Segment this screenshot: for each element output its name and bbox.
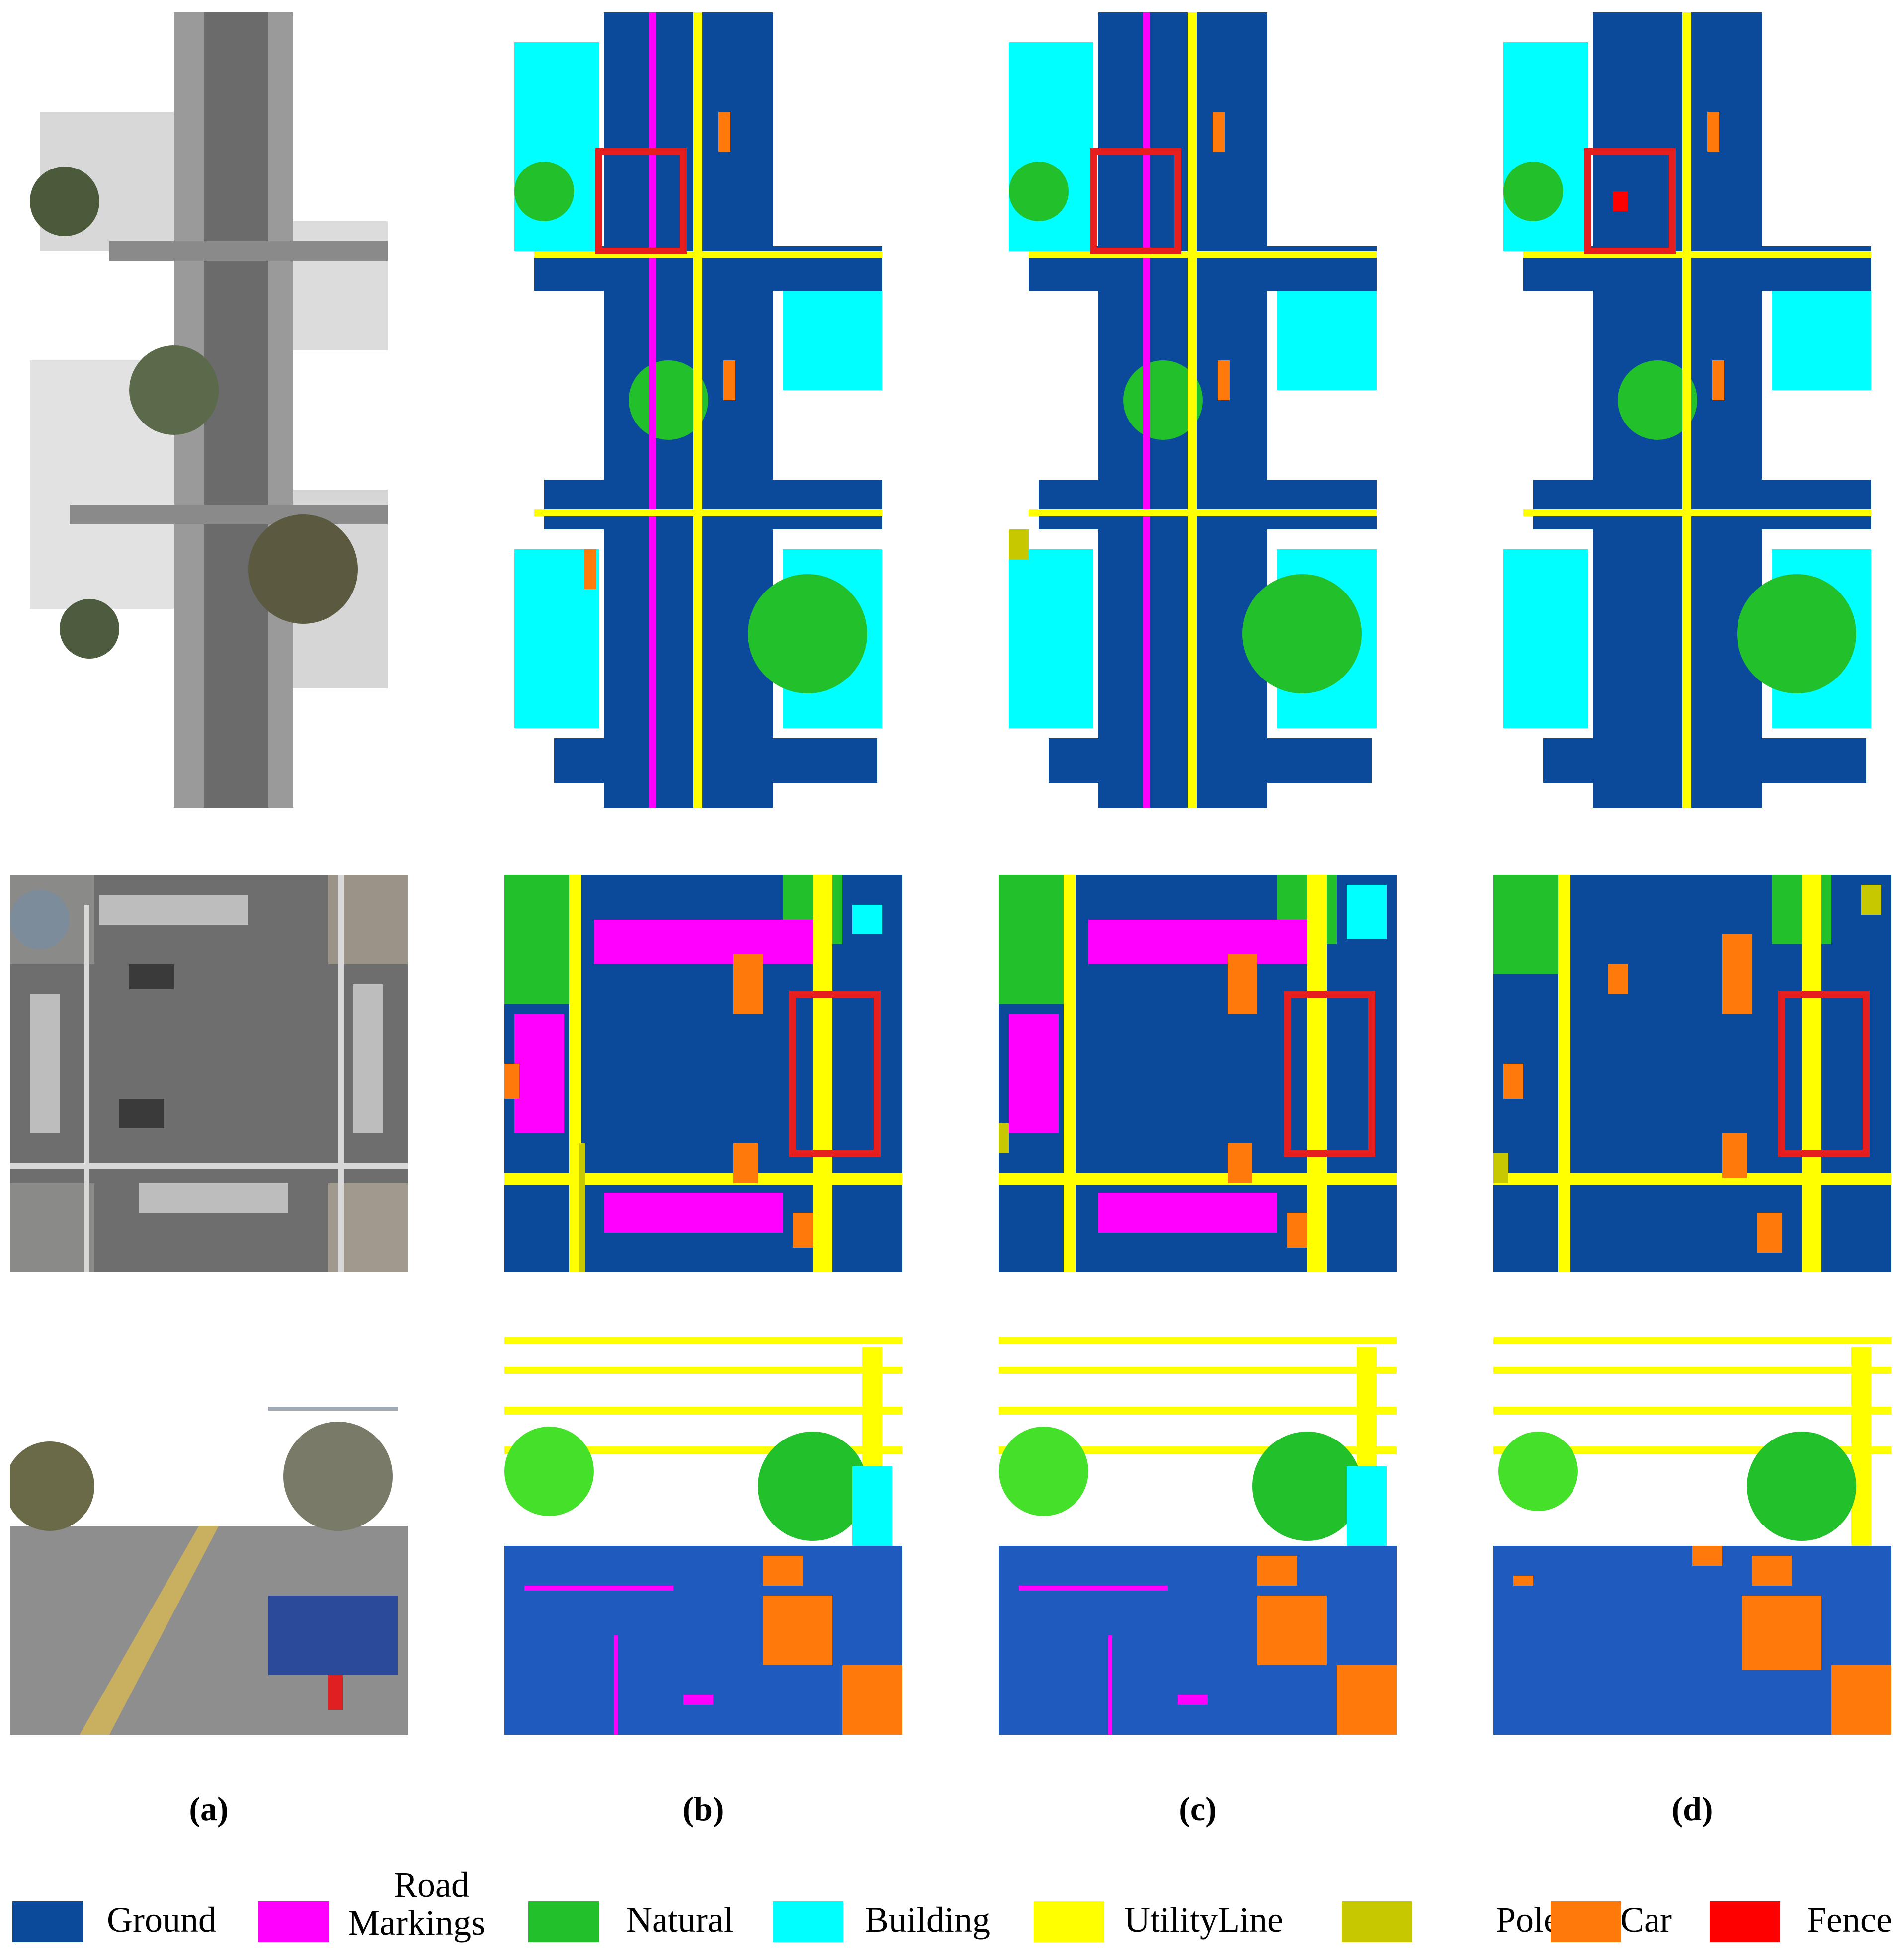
segmentation-street-aerial xyxy=(1493,12,1891,808)
column-label-a: (a) xyxy=(189,1790,229,1828)
highlight-box xyxy=(1584,148,1676,254)
legend-swatch-pole xyxy=(1342,1901,1412,1942)
highlight-box xyxy=(1284,991,1375,1157)
panel-d-row2 xyxy=(1493,875,1891,1272)
segmentation-street-aerial xyxy=(999,12,1397,808)
column-label-b: (b) xyxy=(682,1790,724,1828)
legend-swatch-utilityline xyxy=(1034,1901,1104,1942)
legend-label-pole: Pole xyxy=(1496,1900,1560,1940)
highlight-box xyxy=(1090,148,1181,254)
legend-label-road-markings-line1: Road xyxy=(394,1865,469,1905)
panel-a-row1 xyxy=(10,12,408,808)
legend-label-natural: Natural xyxy=(626,1900,734,1940)
segmentation-intersection xyxy=(504,875,902,1272)
legend-swatch-road-markings xyxy=(258,1901,329,1942)
panel-b-row2 xyxy=(504,875,902,1272)
segmentation-intersection xyxy=(999,875,1397,1272)
highlight-box xyxy=(1778,991,1870,1157)
legend-swatch-ground xyxy=(12,1901,83,1942)
legend-label-road-markings-line2: Markings xyxy=(348,1902,485,1943)
panel-a-row2 xyxy=(10,875,408,1272)
panel-b-row3 xyxy=(504,1337,902,1735)
legend-label-ground: Ground xyxy=(107,1900,216,1940)
panel-b-row1 xyxy=(504,12,902,808)
column-label-d: (d) xyxy=(1671,1790,1713,1828)
legend-label-road-markings: Road Markings xyxy=(348,1866,485,1942)
legend-swatch-natural xyxy=(528,1901,599,1942)
legend-label-building: Building xyxy=(865,1900,991,1940)
legend-swatch-fence xyxy=(1710,1901,1780,1942)
segmentation-street-perspective xyxy=(504,1337,902,1735)
panel-a-row3 xyxy=(10,1337,408,1735)
legend-swatch-car xyxy=(1551,1901,1621,1942)
panel-c-row3 xyxy=(999,1337,1397,1735)
legend-swatch-building xyxy=(773,1901,843,1942)
panel-d-row1 xyxy=(1493,12,1891,808)
segmentation-street-aerial xyxy=(504,12,902,808)
highlight-box xyxy=(789,991,881,1157)
photo-street-aerial xyxy=(10,12,408,808)
photo-street-perspective xyxy=(10,1337,408,1735)
highlight-box xyxy=(595,148,687,254)
panel-c-row1 xyxy=(999,12,1397,808)
column-label-c: (c) xyxy=(1179,1790,1217,1828)
panel-c-row2 xyxy=(999,875,1397,1272)
photo-intersection xyxy=(10,875,408,1272)
legend-label-utilityline: UtilityLine xyxy=(1124,1900,1283,1940)
panel-d-row3 xyxy=(1493,1337,1891,1735)
segmentation-street-perspective xyxy=(999,1337,1397,1735)
segmentation-intersection xyxy=(1493,875,1891,1272)
legend-label-car: Car xyxy=(1620,1900,1672,1940)
legend-label-fence: Fence xyxy=(1807,1900,1892,1940)
segmentation-street-perspective xyxy=(1493,1337,1891,1735)
